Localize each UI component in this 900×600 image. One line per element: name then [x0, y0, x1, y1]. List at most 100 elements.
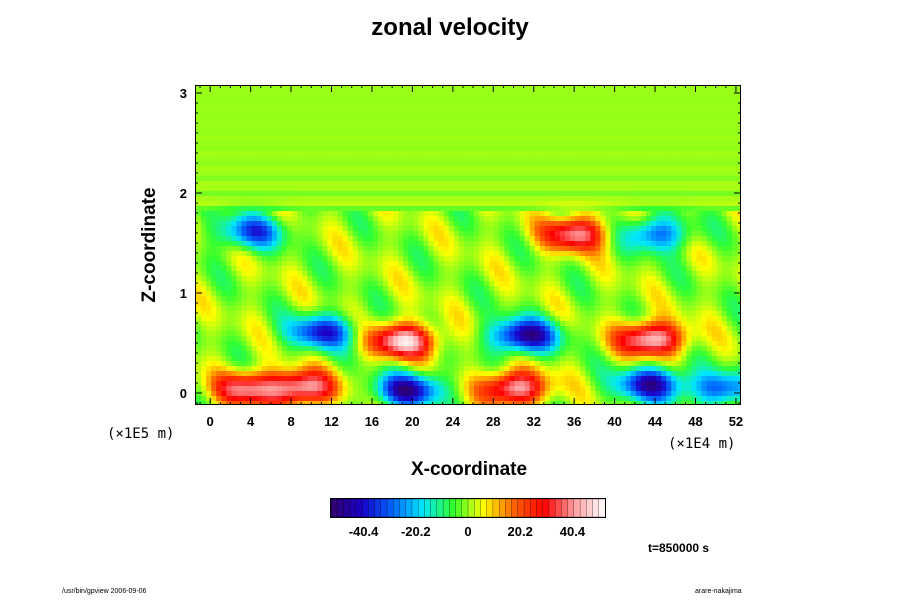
- heatmap-cell: [706, 136, 713, 142]
- heatmap-cell: [499, 116, 505, 122]
- heatmap-cell: [438, 221, 445, 227]
- heatmap-cell: [676, 311, 682, 317]
- heatmap-cell: [453, 236, 460, 242]
- heatmap-cell: [731, 86, 738, 92]
- heatmap-cell: [696, 126, 703, 132]
- heatmap-cell: [231, 216, 238, 222]
- heatmap-cell: [337, 241, 344, 247]
- heatmap-cell: [590, 111, 596, 117]
- heatmap-cell: [539, 196, 546, 202]
- heatmap-cell: [610, 111, 617, 117]
- heatmap-cell: [691, 146, 698, 152]
- heatmap-cell: [524, 156, 531, 162]
- heatmap-cell: [327, 171, 334, 177]
- heatmap-cell: [418, 216, 425, 222]
- heatmap-cell: [463, 146, 470, 152]
- heatmap-cell: [418, 311, 425, 317]
- heatmap-cell: [403, 251, 409, 257]
- heatmap-cell: [317, 311, 323, 317]
- heatmap-cell: [312, 226, 318, 232]
- heatmap-cell: [236, 241, 243, 247]
- heatmap-cell: [352, 276, 359, 282]
- heatmap-cell: [701, 206, 708, 212]
- heatmap-cell: [681, 246, 687, 252]
- heatmap-cell: [661, 311, 667, 317]
- heatmap-cell: [307, 126, 313, 132]
- heatmap-cell: [347, 221, 354, 227]
- heatmap-cell: [393, 111, 399, 117]
- heatmap-cell: [469, 276, 475, 282]
- heatmap-cell: [731, 281, 738, 287]
- heatmap-cell: [201, 146, 207, 152]
- heatmap-cell: [605, 96, 612, 102]
- heatmap-cell: [378, 121, 384, 127]
- heatmap-cell: [403, 186, 409, 192]
- heatmap-cell: [307, 166, 313, 172]
- heatmap-cell: [519, 116, 526, 122]
- heatmap-cell: [575, 196, 581, 202]
- heatmap-cell: [666, 106, 672, 112]
- heatmap-cell: [676, 116, 682, 122]
- heatmap-cell: [458, 301, 465, 307]
- heatmap-cell: [519, 126, 526, 132]
- heatmap-cell: [398, 86, 404, 92]
- heatmap-cell: [281, 186, 288, 192]
- heatmap-cell: [383, 166, 389, 172]
- heatmap-cell: [418, 116, 425, 122]
- heatmap-cell: [706, 141, 713, 147]
- heatmap-cell: [458, 151, 465, 157]
- heatmap-cell: [701, 271, 708, 277]
- heatmap-cell: [716, 246, 723, 252]
- heatmap-cell: [297, 176, 303, 182]
- heatmap-cell: [322, 161, 329, 167]
- heatmap-cell: [661, 236, 667, 242]
- heatmap-cell: [463, 101, 470, 107]
- heatmap-cell: [388, 291, 394, 297]
- heatmap-cell: [549, 141, 556, 147]
- heatmap-cell: [332, 91, 339, 97]
- heatmap-cell: [595, 166, 602, 172]
- heatmap-cell: [393, 291, 399, 297]
- heatmap-cell: [327, 211, 334, 217]
- heatmap-cell: [413, 171, 420, 177]
- heatmap-cell: [241, 176, 248, 182]
- heatmap-cell: [463, 161, 470, 167]
- heatmap-cell: [610, 106, 617, 112]
- heatmap-cell: [676, 301, 682, 307]
- heatmap-cell: [661, 226, 667, 232]
- heatmap-cell: [317, 266, 323, 272]
- heatmap-cell: [605, 261, 612, 267]
- heatmap-cell: [479, 206, 485, 212]
- heatmap-cell: [686, 101, 693, 107]
- heatmap-cell: [261, 106, 268, 112]
- heatmap-cell: [595, 261, 602, 267]
- heatmap-cell: [645, 281, 652, 287]
- heatmap-cell: [266, 311, 273, 317]
- heatmap-cell: [509, 271, 516, 277]
- heatmap-cell: [423, 241, 430, 247]
- heatmap-cell: [271, 186, 278, 192]
- heatmap-cell: [201, 131, 207, 137]
- heatmap-cell: [711, 101, 718, 107]
- heatmap-cell: [711, 241, 718, 247]
- heatmap-cell: [474, 266, 480, 272]
- heatmap-cell: [281, 171, 288, 177]
- heatmap-cell: [681, 176, 687, 182]
- heatmap-cell: [544, 116, 551, 122]
- heatmap-cell: [266, 306, 273, 312]
- heatmap-cell: [570, 261, 576, 267]
- heatmap-cell: [575, 301, 581, 307]
- heatmap-cell: [560, 241, 566, 247]
- heatmap-cell: [605, 211, 612, 217]
- heatmap-cell: [494, 116, 500, 122]
- heatmap-cell: [206, 106, 212, 112]
- heatmap-cell: [342, 156, 349, 162]
- heatmap-cell: [332, 86, 339, 92]
- heatmap-cell: [246, 276, 253, 282]
- heatmap-cell: [560, 201, 566, 207]
- heatmap-cell: [494, 176, 500, 182]
- heatmap-cell: [549, 86, 556, 92]
- heatmap-cell: [342, 146, 349, 152]
- heatmap-cell: [388, 186, 394, 192]
- heatmap-cell: [281, 236, 288, 242]
